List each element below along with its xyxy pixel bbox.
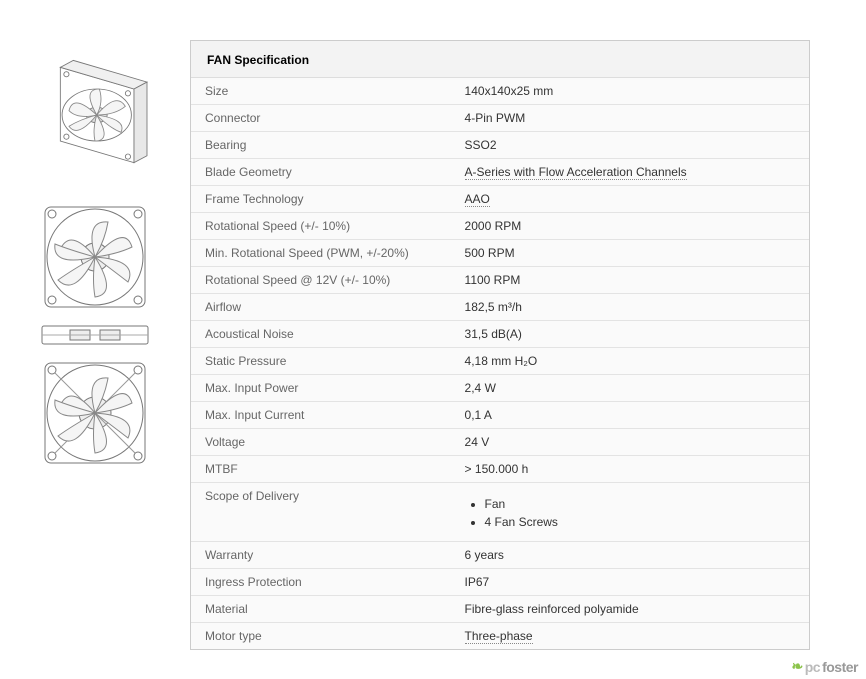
spec-value: IP67: [451, 569, 809, 596]
spec-row: Airflow182,5 m³/h: [191, 294, 809, 321]
spec-value: 4,18 mm H₂O: [451, 348, 809, 375]
spec-row: Max. Input Current0,1 A: [191, 402, 809, 429]
product-images-column: [10, 40, 160, 650]
spec-label: Frame Technology: [191, 186, 451, 213]
spec-label: Warranty: [191, 542, 451, 569]
spec-label: Static Pressure: [191, 348, 451, 375]
spec-label: Scope of Delivery: [191, 483, 451, 542]
spec-row: Blade GeometryA-Series with Flow Acceler…: [191, 159, 809, 186]
spec-value: 182,5 m³/h: [451, 294, 809, 321]
spec-value: Three-phase: [451, 623, 809, 650]
spec-row: MaterialFibre-glass reinforced polyamide: [191, 596, 809, 623]
watermark-foster: foster: [822, 659, 858, 675]
spec-table: Size140x140x25 mmConnector4-Pin PWMBeari…: [191, 78, 809, 649]
spec-value: 1100 RPM: [451, 267, 809, 294]
spec-label: Airflow: [191, 294, 451, 321]
spec-row: Acoustical Noise31,5 dB(A): [191, 321, 809, 348]
spec-value: 2000 RPM: [451, 213, 809, 240]
spec-row: Static Pressure4,18 mm H₂O: [191, 348, 809, 375]
fan-isometric-view: [30, 40, 160, 190]
spec-label: MTBF: [191, 456, 451, 483]
delivery-item: 4 Fan Screws: [485, 513, 795, 531]
watermark-pc: pc: [805, 659, 820, 675]
spec-value: 500 RPM: [451, 240, 809, 267]
spec-value: 0,1 A: [451, 402, 809, 429]
delivery-item: Fan: [485, 495, 795, 513]
spec-row: Connector4-Pin PWM: [191, 105, 809, 132]
fan-back-view: [30, 358, 160, 468]
fan-front-view: [30, 202, 160, 312]
watermark: ❧ pcfoster: [792, 658, 858, 675]
spec-value: AAO: [451, 186, 809, 213]
spec-row: Frame TechnologyAAO: [191, 186, 809, 213]
spec-row-scope: Scope of Delivery Fan4 Fan Screws: [191, 483, 809, 542]
spec-label: Blade Geometry: [191, 159, 451, 186]
spec-value: SSO2: [451, 132, 809, 159]
spec-value: 2,4 W: [451, 375, 809, 402]
spec-row: Rotational Speed @ 12V (+/- 10%)1100 RPM: [191, 267, 809, 294]
spec-label: Ingress Protection: [191, 569, 451, 596]
spec-panel: FAN Specification Size140x140x25 mmConne…: [190, 40, 810, 650]
spec-row: Size140x140x25 mm: [191, 78, 809, 105]
spec-label: Voltage: [191, 429, 451, 456]
spec-row: Ingress ProtectionIP67: [191, 569, 809, 596]
spec-label: Acoustical Noise: [191, 321, 451, 348]
spec-label: Min. Rotational Speed (PWM, +/-20%): [191, 240, 451, 267]
spec-label: Size: [191, 78, 451, 105]
spec-row: Warranty6 years: [191, 542, 809, 569]
spec-label: Connector: [191, 105, 451, 132]
spec-row: Min. Rotational Speed (PWM, +/-20%)500 R…: [191, 240, 809, 267]
spec-title: FAN Specification: [191, 41, 809, 78]
spec-value: 6 years: [451, 542, 809, 569]
spec-label: Bearing: [191, 132, 451, 159]
spec-label: Material: [191, 596, 451, 623]
spec-value: 24 V: [451, 429, 809, 456]
spec-value: 31,5 dB(A): [451, 321, 809, 348]
leaf-icon: ❧: [792, 658, 803, 675]
spec-value: Fibre-glass reinforced polyamide: [451, 596, 809, 623]
spec-value: 140x140x25 mm: [451, 78, 809, 105]
spec-value: A-Series with Flow Acceleration Channels: [451, 159, 809, 186]
spec-label: Rotational Speed @ 12V (+/- 10%): [191, 267, 451, 294]
spec-value: > 150.000 h: [451, 456, 809, 483]
fan-side-view: [30, 324, 160, 346]
spec-label: Max. Input Power: [191, 375, 451, 402]
spec-value: Fan4 Fan Screws: [451, 483, 809, 542]
main-container: FAN Specification Size140x140x25 mmConne…: [0, 0, 866, 660]
spec-row: Max. Input Power2,4 W: [191, 375, 809, 402]
spec-row: Rotational Speed (+/- 10%)2000 RPM: [191, 213, 809, 240]
spec-row: MTBF> 150.000 h: [191, 456, 809, 483]
spec-row: Voltage24 V: [191, 429, 809, 456]
delivery-list: Fan4 Fan Screws: [465, 495, 795, 531]
spec-value: 4-Pin PWM: [451, 105, 809, 132]
spec-label: Max. Input Current: [191, 402, 451, 429]
spec-row: BearingSSO2: [191, 132, 809, 159]
spec-label: Motor type: [191, 623, 451, 650]
spec-label: Rotational Speed (+/- 10%): [191, 213, 451, 240]
spec-row: Motor typeThree-phase: [191, 623, 809, 650]
